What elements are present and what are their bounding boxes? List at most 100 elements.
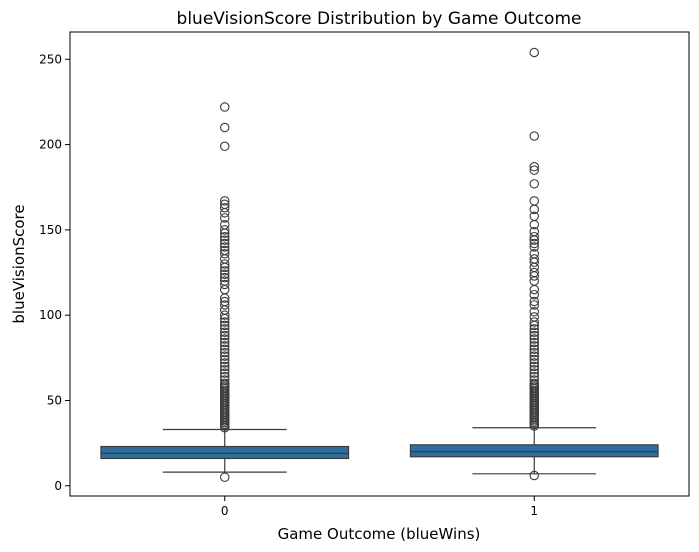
outlier-point xyxy=(529,365,539,375)
y-axis-label: blueVisionScore xyxy=(10,204,28,323)
outlier-point xyxy=(220,330,230,341)
outlier-point xyxy=(529,317,539,327)
outlier-point xyxy=(220,324,230,334)
outlier-point xyxy=(529,231,539,242)
y-tick-label: 50 xyxy=(47,393,62,407)
outlier-point xyxy=(220,361,230,372)
outlier-point xyxy=(529,238,539,249)
outlier-point xyxy=(220,378,230,389)
outlier-point xyxy=(529,296,539,307)
outlier-point xyxy=(529,371,539,382)
outlier-point xyxy=(220,310,230,320)
y-tick-label: 0 xyxy=(54,479,62,493)
outlier-point xyxy=(220,351,230,361)
x-tick-label: 1 xyxy=(530,504,538,518)
iqr-box xyxy=(100,445,350,460)
outlier-point xyxy=(529,267,539,278)
outlier-point xyxy=(220,279,230,290)
outlier-point xyxy=(220,337,230,348)
outlier-point xyxy=(529,165,539,175)
y-tick-label: 200 xyxy=(39,138,62,152)
outlier-point xyxy=(529,162,539,172)
outlier-point xyxy=(220,341,230,351)
outlier-point xyxy=(220,375,230,385)
plot-area-frame xyxy=(69,31,690,497)
outlier-point xyxy=(220,249,230,259)
outlier-point xyxy=(220,276,230,286)
outlier-point xyxy=(220,347,230,358)
outlier-point xyxy=(529,358,539,368)
outlier-point xyxy=(220,269,230,279)
outlier-point xyxy=(220,317,230,327)
outlier-point xyxy=(529,284,539,295)
outlier-point xyxy=(220,371,230,382)
outlier-point xyxy=(529,324,539,334)
outlier-point xyxy=(529,341,539,351)
outlier-point xyxy=(220,225,230,235)
outlier-point xyxy=(220,231,230,242)
outlier-point xyxy=(529,249,539,259)
outlier-point xyxy=(529,327,539,337)
outlier-point xyxy=(529,312,539,322)
outlier-point xyxy=(220,238,230,249)
outlier-point xyxy=(529,211,539,221)
outlier-point xyxy=(220,327,230,337)
outlier-point xyxy=(220,259,230,269)
outlier-point xyxy=(220,102,230,112)
outlier-point xyxy=(220,300,230,310)
outlier-point xyxy=(529,334,539,344)
outlier-point xyxy=(220,213,230,223)
outlier-point xyxy=(220,235,230,245)
outlier-point xyxy=(220,141,230,152)
y-axis: 0 50 100 150 200 250 xyxy=(39,52,70,493)
outlier-point xyxy=(220,272,230,283)
outlier-point xyxy=(529,254,539,264)
outlier-point xyxy=(529,226,539,237)
outlier-point xyxy=(220,344,230,355)
y-tick-label: 250 xyxy=(39,52,62,66)
outlier-point xyxy=(220,242,230,252)
outlier-point xyxy=(529,337,539,348)
outlier-point xyxy=(529,378,539,389)
y-tick-label: 100 xyxy=(39,308,62,322)
outlier-point xyxy=(529,300,539,310)
box-series xyxy=(100,47,659,482)
outlier-point xyxy=(220,196,230,206)
outlier-point xyxy=(529,361,539,372)
x-tick-label: 0 xyxy=(221,504,229,518)
x-axis-label: Game Outcome (blueWins) xyxy=(278,525,481,543)
outlier-point xyxy=(529,368,539,378)
outlier-point xyxy=(220,220,230,230)
outlier-point xyxy=(529,347,539,358)
y-tick-label: 150 xyxy=(39,223,62,237)
outlier-point xyxy=(220,354,230,365)
outlier-point xyxy=(529,131,539,141)
outlier-point xyxy=(220,199,230,210)
iqr-box xyxy=(409,444,659,458)
outlier-point xyxy=(529,470,539,481)
outlier-point xyxy=(220,358,230,368)
outlier-point xyxy=(220,368,230,378)
outlier-point xyxy=(529,330,539,341)
outlier-point xyxy=(529,179,539,189)
outlier-point xyxy=(529,307,539,317)
outlier-point xyxy=(220,365,230,375)
outlier-point xyxy=(220,296,230,307)
outlier-point xyxy=(220,472,230,482)
outlier-point xyxy=(220,122,230,133)
outlier-point xyxy=(220,202,230,213)
outlier-point xyxy=(529,351,539,361)
chart-title: blueVisionScore Distribution by Game Out… xyxy=(177,9,582,29)
outlier-point xyxy=(529,47,539,58)
outlier-point xyxy=(529,375,539,385)
outlier-point xyxy=(529,354,539,365)
outlier-point xyxy=(529,289,539,300)
outlier-point xyxy=(220,266,230,276)
outlier-point xyxy=(529,196,539,206)
outlier-point xyxy=(529,242,539,252)
outlier-point xyxy=(220,320,230,331)
outlier-point xyxy=(529,344,539,355)
outlier-point xyxy=(220,245,230,256)
